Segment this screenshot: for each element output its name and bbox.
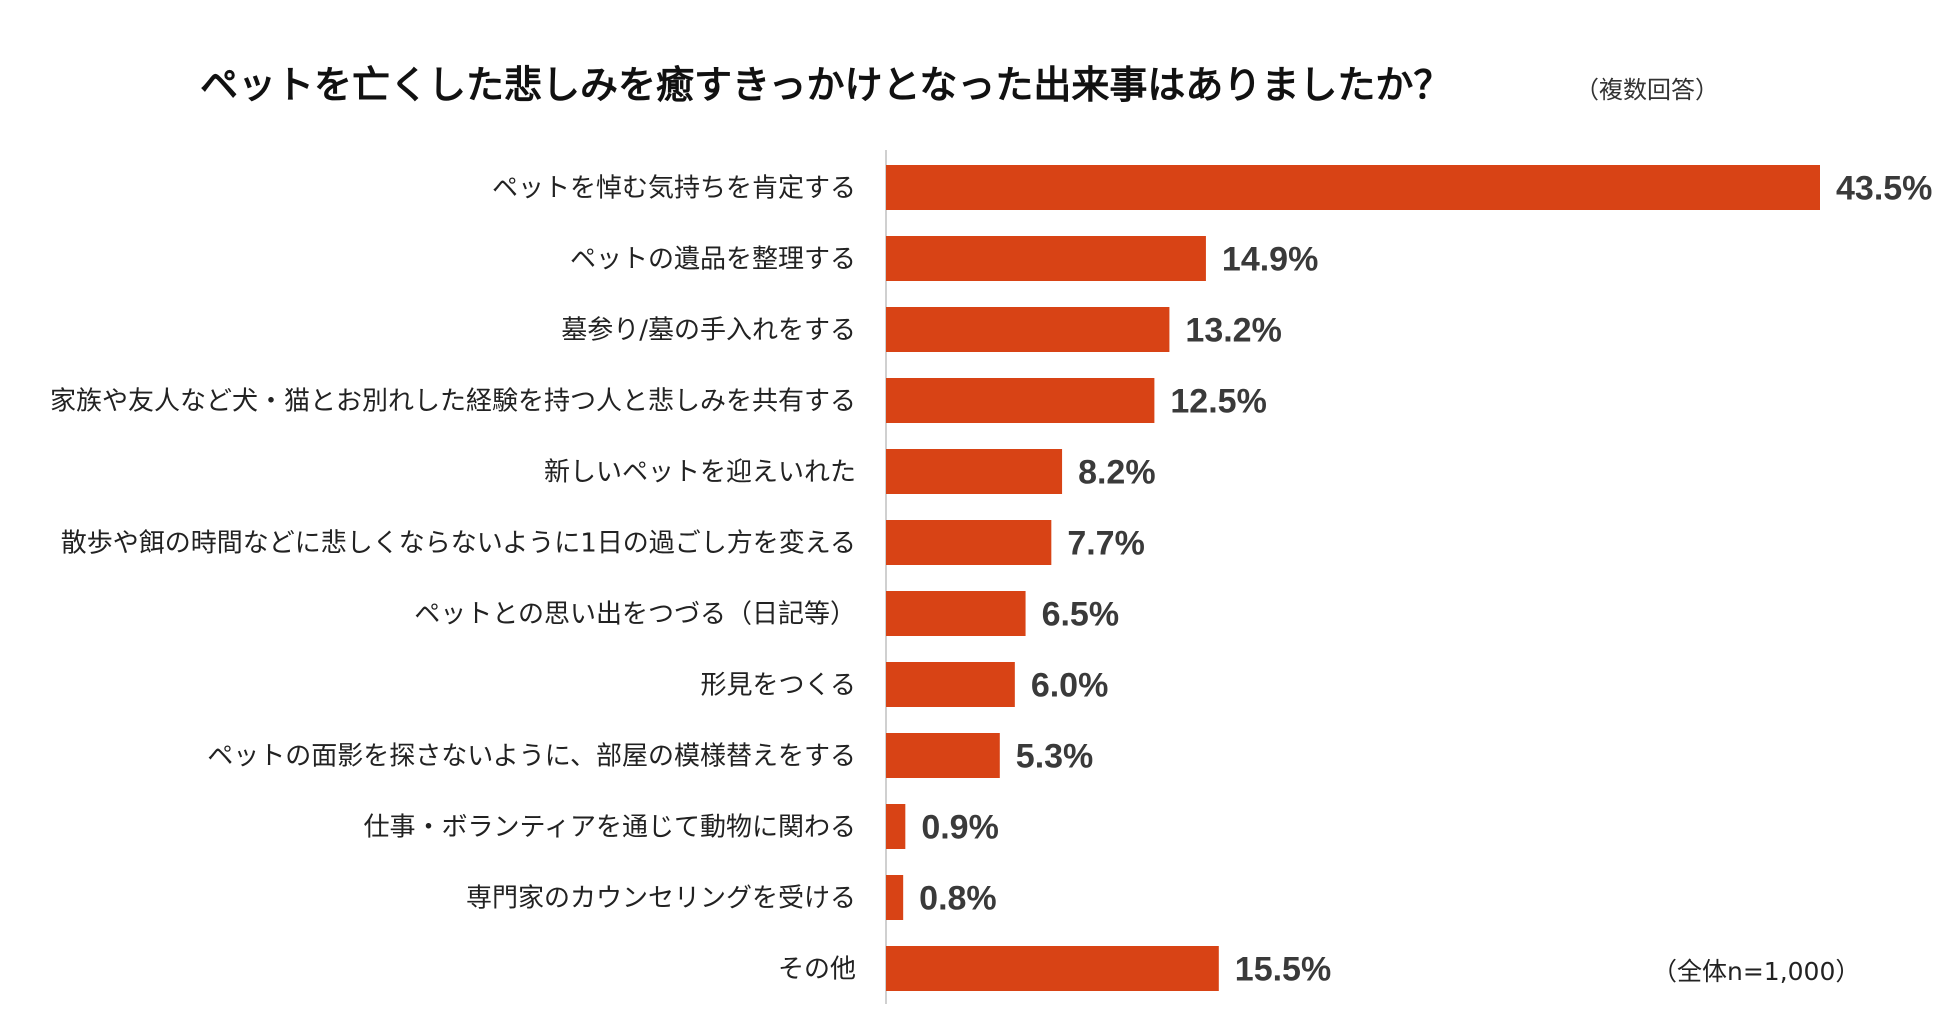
category-label: ペットとの思い出をつづる（日記等） xyxy=(414,600,856,630)
bars-group: ペットを悼む気持ちを肯定する 43.5% ペットの遺品を整理する 14.9% 墓参り/墓… xyxy=(50,165,1932,991)
bar[interactable] xyxy=(886,307,1170,352)
bar[interactable] xyxy=(886,378,1155,423)
bar[interactable] xyxy=(886,662,1015,707)
category-label: 新しいペットを迎えいれた xyxy=(544,458,856,488)
bar[interactable] xyxy=(886,591,1026,636)
value-label: 15.5% xyxy=(1235,951,1331,989)
bar[interactable] xyxy=(886,236,1206,281)
value-label: 13.2% xyxy=(1185,312,1281,350)
value-label: 7.7% xyxy=(1067,525,1145,563)
value-label: 43.5% xyxy=(1836,170,1932,208)
bar[interactable] xyxy=(886,520,1052,565)
category-label: 散歩や餌の時間などに悲しくならないように1日の過ごし方を変える xyxy=(61,529,856,559)
category-label: ペットの面影を探さないように、部屋の模様替えをする xyxy=(207,742,856,772)
category-label: ペットの遺品を整理する xyxy=(570,245,856,275)
category-label: ペットを悼む気持ちを肯定する xyxy=(492,174,856,204)
category-label: その他 xyxy=(778,955,856,985)
category-label: 墓参り/墓の手入れをする xyxy=(561,316,856,346)
value-label: 6.5% xyxy=(1042,596,1120,634)
bar[interactable] xyxy=(886,449,1063,494)
sample-size-note: （全体n=1,000） xyxy=(1652,957,1860,986)
chart-title: ペットを亡くした悲しみを癒すきっかけとなった出来事はありましたか？ xyxy=(200,63,1451,107)
value-label: 8.2% xyxy=(1078,454,1156,492)
category-label: 形見をつくる xyxy=(701,671,856,701)
category-label: 仕事・ボランティアを通じて動物に関わる xyxy=(364,813,856,843)
category-label: 家族や友人など犬・猫とお別れした経験を持つ人と悲しみを共有する xyxy=(50,387,856,417)
value-label: 5.3% xyxy=(1016,738,1094,776)
value-label: 12.5% xyxy=(1170,383,1266,421)
value-label: 0.8% xyxy=(919,880,997,918)
value-label: 14.9% xyxy=(1222,241,1318,279)
value-label: 0.9% xyxy=(921,809,999,847)
value-label: 6.0% xyxy=(1031,667,1109,705)
bar[interactable] xyxy=(886,733,1000,778)
category-label: 専門家のカウンセリングを受ける xyxy=(466,884,856,914)
bar[interactable] xyxy=(886,804,906,849)
chart-subtitle: （複数回答） xyxy=(1575,76,1719,104)
bar[interactable] xyxy=(886,946,1219,991)
bar[interactable] xyxy=(886,875,904,920)
bar[interactable] xyxy=(886,165,1820,210)
